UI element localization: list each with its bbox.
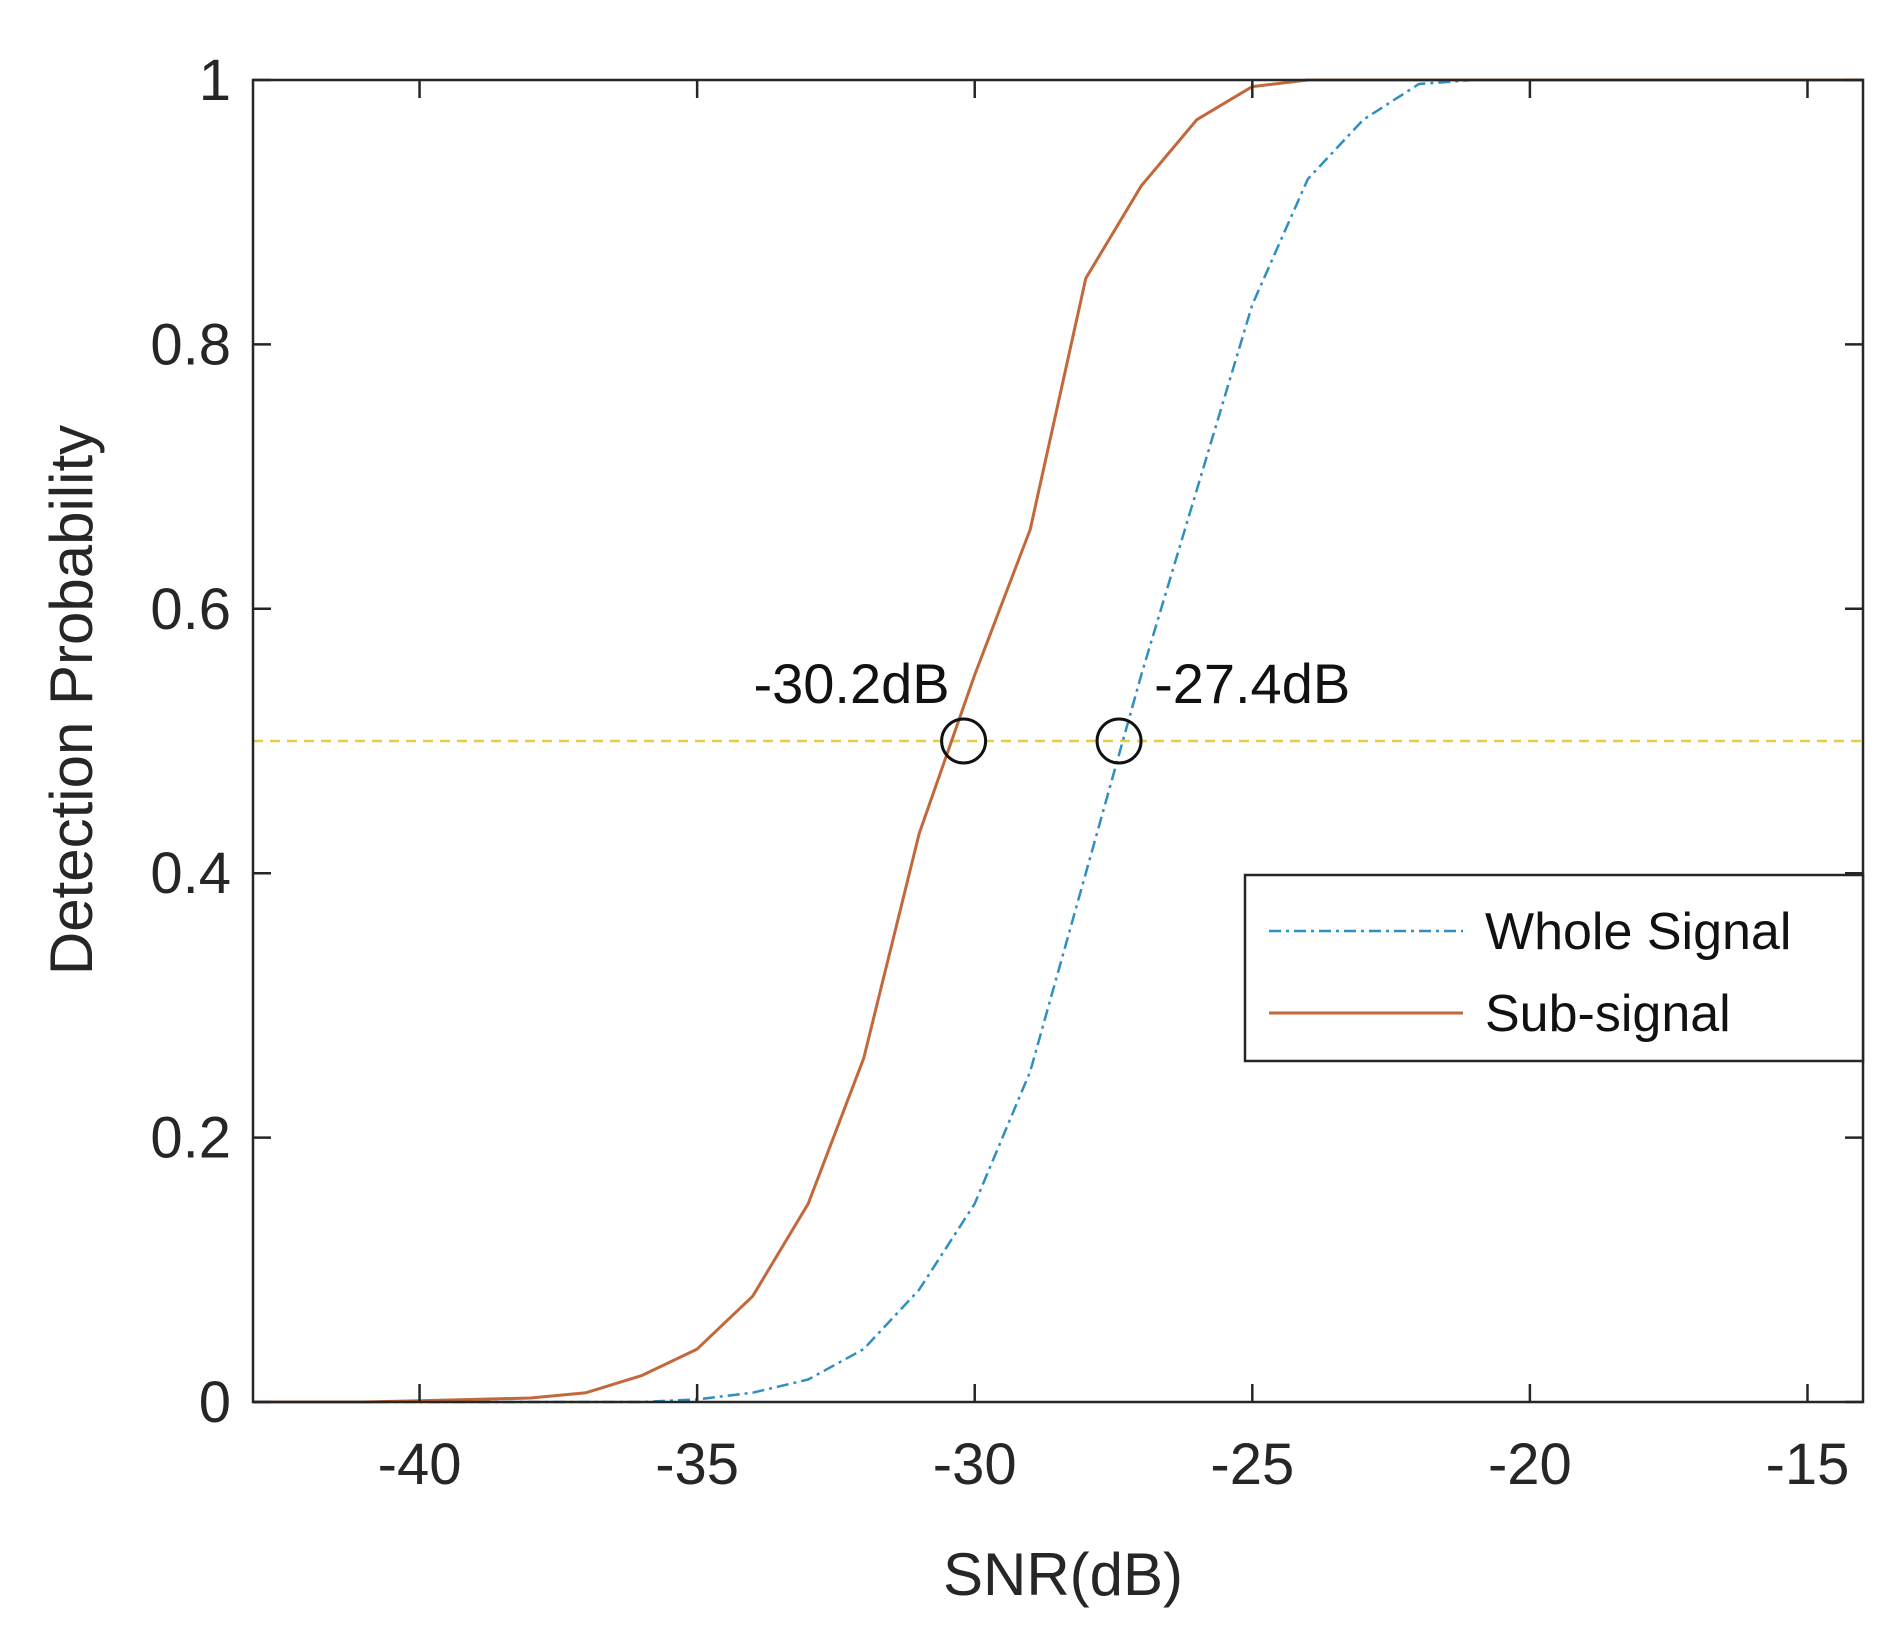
legend-box [1243, 873, 1865, 1063]
y-tick-label: 0.8 [150, 312, 231, 377]
x-tick-label: -25 [1210, 1432, 1294, 1497]
annotation-marker-30-2db [940, 717, 988, 765]
annotation-marker-27-4db [1095, 717, 1143, 765]
annotation-label-30-2db: -30.2dB [753, 652, 949, 715]
x-tick-label: -35 [655, 1432, 739, 1497]
x-axis-label: SNR(dB) [943, 1541, 1183, 1608]
x-tick-label: -30 [933, 1432, 1017, 1497]
legend-label-sub-signal: Sub-signal [1485, 985, 1731, 1043]
y-axis-label: Detection Probability [38, 425, 105, 975]
axes-box [251, 78, 1865, 1404]
y-tick-label: 0.2 [150, 1106, 231, 1171]
y-tick-label: 1 [199, 48, 231, 113]
plot-area: -30.2dB -27.4dB -40 -35 -30 -25 -20 -15 0 0.2 0.4 0… [150, 48, 1865, 1497]
x-tick-label: -20 [1488, 1432, 1572, 1497]
annotation-label-27-4db: -27.4dB [1154, 652, 1350, 715]
x-tick-label: -15 [1766, 1432, 1850, 1497]
y-tick-label: 0 [199, 1370, 231, 1435]
legend: Whole Signal Sub-signal [1243, 873, 1865, 1063]
y-tick-label: 0.4 [150, 841, 231, 906]
x-tick-label: -40 [378, 1432, 462, 1497]
legend-label-whole-signal: Whole Signal [1485, 903, 1791, 961]
y-tick-label: 0.6 [150, 577, 231, 642]
